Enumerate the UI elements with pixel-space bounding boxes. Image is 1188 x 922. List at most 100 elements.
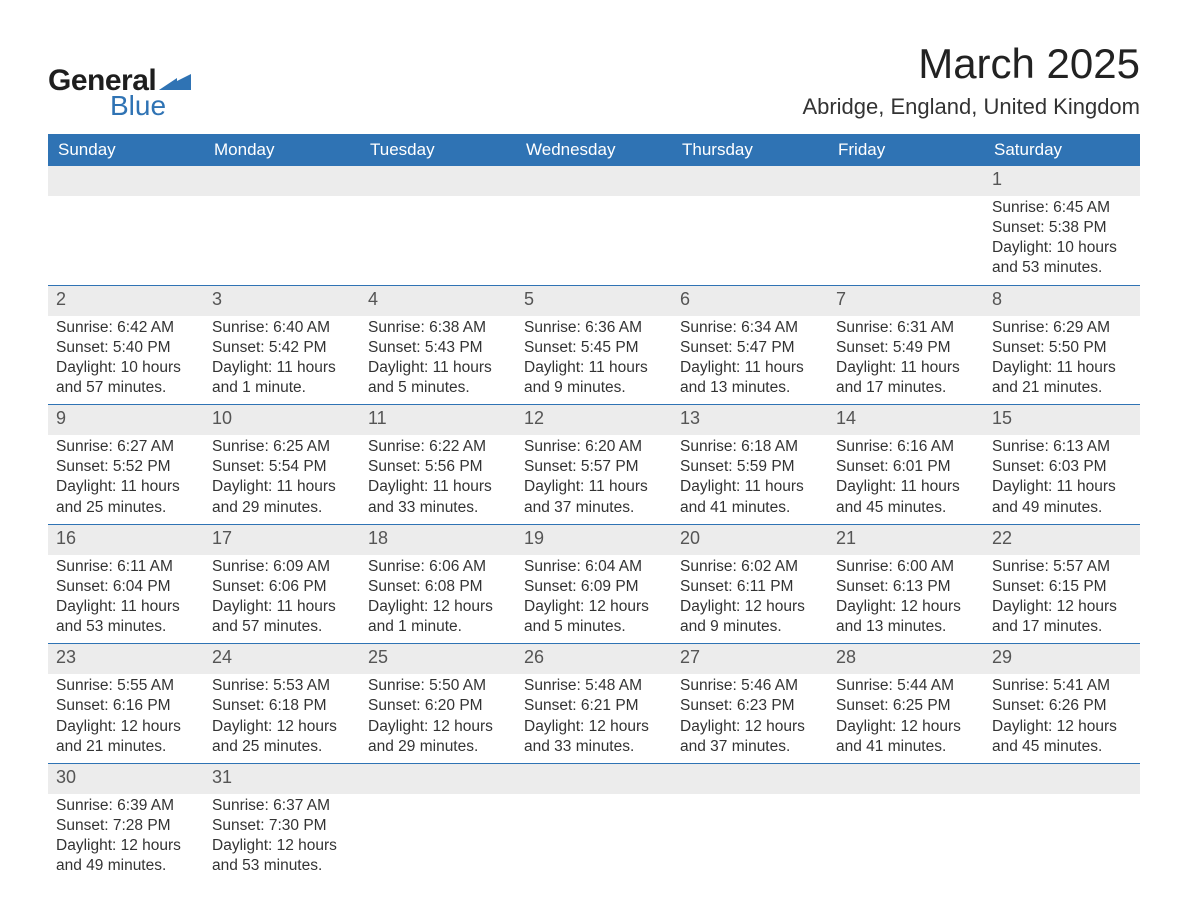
day-day1: Daylight: 11 hours [992,358,1132,378]
day-sunset: Sunset: 6:03 PM [992,457,1132,477]
day-day2: and 57 minutes. [56,378,196,398]
day-cell [360,794,516,822]
day-sunrise: Sunrise: 6:42 AM [56,318,196,338]
day-sunset: Sunset: 6:04 PM [56,577,196,597]
day-cell: Sunrise: 6:16 AMSunset: 6:01 PMDaylight:… [828,435,984,524]
calendar-table: SundayMondayTuesdayWednesdayThursdayFrid… [48,134,1140,882]
day-sunrise: Sunrise: 6:37 AM [212,796,352,816]
day-sunrise: Sunrise: 6:36 AM [524,318,664,338]
day-number: 23 [48,644,204,674]
day-sunrise: Sunrise: 6:39 AM [56,796,196,816]
day-sunset: Sunset: 5:47 PM [680,338,820,358]
weekday-header: Friday [828,134,984,166]
day-day2: and 57 minutes. [212,617,352,637]
day-sunrise: Sunrise: 6:31 AM [836,318,976,338]
day-number [984,764,1140,794]
day-number-row: 23242526272829 [48,644,1140,675]
day-day1: Daylight: 12 hours [992,717,1132,737]
day-sunset: Sunset: 7:28 PM [56,816,196,836]
day-day1: Daylight: 12 hours [212,836,352,856]
day-sunset: Sunset: 5:45 PM [524,338,664,358]
day-day2: and 49 minutes. [992,498,1132,518]
day-day1: Daylight: 11 hours [836,477,976,497]
day-sunrise: Sunrise: 6:20 AM [524,437,664,457]
day-cell: Sunrise: 6:18 AMSunset: 5:59 PMDaylight:… [672,435,828,524]
day-number-row: 9101112131415 [48,405,1140,436]
day-sunset: Sunset: 6:15 PM [992,577,1132,597]
weekday-header: Sunday [48,134,204,166]
day-cell: Sunrise: 6:42 AMSunset: 5:40 PMDaylight:… [48,316,204,405]
day-number: 8 [984,286,1140,316]
day-cell: Sunrise: 5:50 AMSunset: 6:20 PMDaylight:… [360,674,516,763]
day-cell: Sunrise: 6:22 AMSunset: 5:56 PMDaylight:… [360,435,516,524]
day-sunrise: Sunrise: 5:50 AM [368,676,508,696]
day-day2: and 41 minutes. [836,737,976,757]
day-sunrise: Sunrise: 6:13 AM [992,437,1132,457]
day-sunrise: Sunrise: 6:04 AM [524,557,664,577]
day-cell [360,196,516,224]
day-day2: and 53 minutes. [992,258,1132,278]
day-sunset: Sunset: 6:26 PM [992,696,1132,716]
day-content-row: Sunrise: 6:45 AMSunset: 5:38 PMDaylight:… [48,196,1140,285]
day-number [48,166,204,196]
day-cell: Sunrise: 6:38 AMSunset: 5:43 PMDaylight:… [360,316,516,405]
day-number: 4 [360,286,516,316]
day-day2: and 29 minutes. [212,498,352,518]
day-number: 28 [828,644,984,674]
day-number [828,166,984,196]
day-day2: and 53 minutes. [212,856,352,876]
weekday-header: Monday [204,134,360,166]
day-sunrise: Sunrise: 5:41 AM [992,676,1132,696]
day-number: 15 [984,405,1140,435]
day-number [672,166,828,196]
day-cell: Sunrise: 6:11 AMSunset: 6:04 PMDaylight:… [48,555,204,644]
day-number: 29 [984,644,1140,674]
day-sunrise: Sunrise: 6:00 AM [836,557,976,577]
day-number: 21 [828,525,984,555]
day-number-row: 3031 [48,763,1140,794]
day-sunset: Sunset: 6:13 PM [836,577,976,597]
day-sunset: Sunset: 5:54 PM [212,457,352,477]
logo-blue-text: Blue [110,92,166,120]
day-number: 27 [672,644,828,674]
day-sunset: Sunset: 5:57 PM [524,457,664,477]
day-sunset: Sunset: 6:01 PM [836,457,976,477]
calendar-body: 1 Sunrise: 6:45 AMSunset: 5:38 PMDayligh… [48,166,1140,882]
title-block: March 2025 Abridge, England, United King… [802,40,1140,120]
day-day2: and 5 minutes. [524,617,664,637]
day-day1: Daylight: 10 hours [992,238,1132,258]
day-day2: and 53 minutes. [56,617,196,637]
day-sunset: Sunset: 5:43 PM [368,338,508,358]
day-sunset: Sunset: 6:25 PM [836,696,976,716]
day-day1: Daylight: 12 hours [524,717,664,737]
day-sunset: Sunset: 5:50 PM [992,338,1132,358]
day-sunset: Sunset: 6:18 PM [212,696,352,716]
day-cell: Sunrise: 6:09 AMSunset: 6:06 PMDaylight:… [204,555,360,644]
day-sunset: Sunset: 5:52 PM [56,457,196,477]
day-cell [984,794,1140,822]
day-sunrise: Sunrise: 6:38 AM [368,318,508,338]
day-number: 11 [360,405,516,435]
day-day2: and 13 minutes. [680,378,820,398]
day-number: 20 [672,525,828,555]
day-day2: and 17 minutes. [836,378,976,398]
day-day1: Daylight: 11 hours [368,477,508,497]
day-number: 9 [48,405,204,435]
day-cell: Sunrise: 6:25 AMSunset: 5:54 PMDaylight:… [204,435,360,524]
day-cell: Sunrise: 6:31 AMSunset: 5:49 PMDaylight:… [828,316,984,405]
day-sunset: Sunset: 5:49 PM [836,338,976,358]
day-cell: Sunrise: 5:53 AMSunset: 6:18 PMDaylight:… [204,674,360,763]
day-cell: Sunrise: 5:55 AMSunset: 6:16 PMDaylight:… [48,674,204,763]
day-day2: and 37 minutes. [524,498,664,518]
day-number [360,764,516,794]
day-content-row: Sunrise: 6:39 AMSunset: 7:28 PM Daylight:… [48,794,1140,883]
day-day2: and 9 minutes. [680,617,820,637]
day-day1: Daylight: 11 hours [524,358,664,378]
day-cell [516,196,672,224]
day-day1: Daylight: 11 hours [680,477,820,497]
day-cell: Sunrise: 6:27 AMSunset: 5:52 PMDaylight:… [48,435,204,524]
weekday-header: Tuesday [360,134,516,166]
day-day1: Daylight: 12 hours [836,597,976,617]
day-sunrise: Sunrise: 5:57 AM [992,557,1132,577]
day-day1: Daylight: 12 hours [680,717,820,737]
